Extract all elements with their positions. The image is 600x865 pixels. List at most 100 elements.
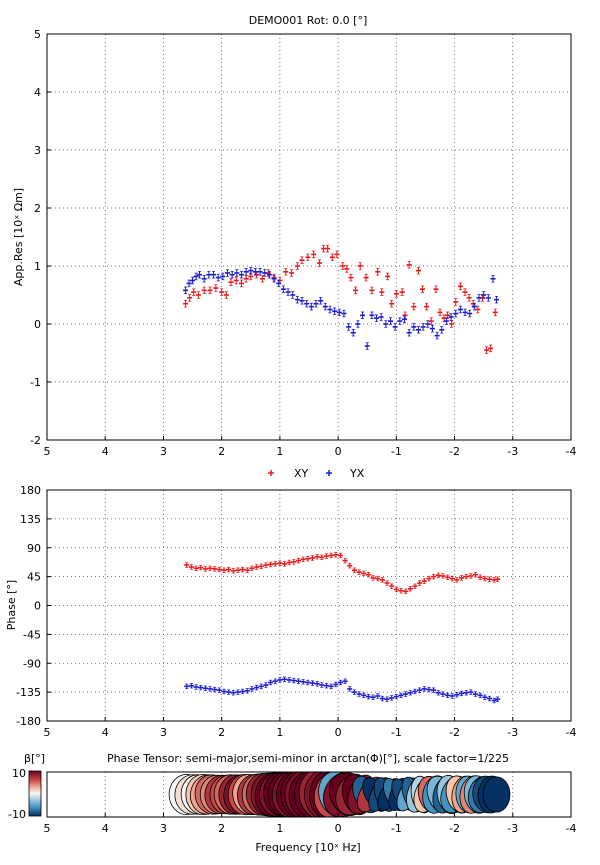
pt-colorbar-tick-max: 10	[12, 767, 26, 780]
data-point-xy	[473, 572, 479, 578]
x-axis-label: Frequency [10ˣ Hz]	[255, 841, 360, 854]
data-point-yx	[342, 678, 348, 684]
data-point-yx	[361, 692, 367, 699]
data-point-xy	[385, 272, 391, 281]
x-tick-label: 1	[276, 726, 283, 739]
data-point-xy	[219, 288, 225, 296]
res-axes-frame	[46, 33, 572, 441]
data-point-yx	[308, 302, 314, 311]
data-point-yx	[215, 273, 221, 282]
data-point-yx	[443, 317, 449, 325]
data-point-xy	[379, 288, 385, 296]
data-point-yx	[435, 690, 441, 696]
data-point-yx	[388, 317, 394, 325]
data-point-xy	[466, 294, 472, 302]
data-point-xy	[393, 586, 399, 593]
data-point-yx	[276, 279, 282, 288]
data-point-xy	[375, 268, 381, 276]
data-point-xy	[207, 565, 213, 571]
pt-ellipses	[168, 772, 511, 817]
data-point-xy	[347, 563, 353, 569]
y-tick-label: 4	[34, 86, 41, 99]
y-tick-label: -180	[16, 715, 41, 728]
data-point-yx	[431, 687, 437, 693]
data-point-yx	[216, 687, 222, 693]
data-point-yx	[379, 695, 385, 702]
figure-title: DEMO001 Rot: 0.0 [°]	[249, 14, 368, 27]
legend-xy-marker	[268, 470, 274, 476]
data-point-xy	[477, 574, 483, 580]
data-point-xy	[193, 565, 199, 571]
data-point-xy	[403, 588, 409, 595]
x-tick-label: 5	[44, 822, 51, 835]
data-point-yx	[486, 695, 492, 702]
data-point-xy	[488, 344, 494, 353]
data-point-xy	[283, 268, 289, 276]
data-point-xy	[258, 563, 264, 570]
x-tick-label: -2	[449, 822, 460, 835]
data-point-yx	[333, 681, 339, 688]
data-point-yx	[490, 275, 496, 283]
y-tick-label: -90	[23, 657, 41, 670]
y-tick-label: -135	[16, 686, 41, 699]
res-grid	[47, 34, 571, 440]
data-point-yx	[401, 315, 407, 324]
data-point-yx	[383, 320, 389, 328]
pt-axes-frame	[46, 771, 572, 818]
data-point-yx	[445, 692, 451, 699]
data-point-yx	[300, 679, 306, 685]
data-point-yx	[407, 690, 413, 696]
x-tick-label: -4	[566, 822, 577, 835]
data-point-xy	[201, 286, 207, 295]
data-point-yx	[266, 270, 272, 279]
data-point-yx	[313, 299, 319, 308]
data-point-yx	[336, 308, 342, 317]
data-point-xy	[195, 291, 201, 299]
y-tick-label: 90	[27, 542, 41, 555]
data-point-xy	[353, 286, 359, 295]
data-point-yx	[365, 693, 371, 700]
data-point-yx	[412, 688, 418, 695]
x-tick-label: 3	[160, 726, 167, 739]
data-point-xy	[311, 250, 317, 259]
data-point-xy	[340, 262, 346, 270]
data-point-xy	[357, 262, 363, 270]
data-point-yx	[272, 678, 278, 684]
data-point-yx	[263, 682, 269, 688]
data-point-yx	[477, 692, 483, 699]
data-point-xy	[282, 561, 288, 567]
data-point-yx	[493, 295, 499, 304]
data-point-yx	[183, 286, 189, 295]
data-point-xy	[411, 302, 417, 311]
data-point-yx	[481, 291, 487, 299]
data-point-yx	[271, 275, 277, 283]
data-point-yx	[457, 305, 463, 314]
y-tick-label: 5	[34, 28, 41, 41]
x-tick-label: 5	[44, 445, 51, 458]
data-point-xy	[291, 559, 297, 565]
phase-ylabel: Phase [°]	[5, 580, 18, 630]
data-point-xy	[412, 583, 418, 589]
data-point-yx	[370, 694, 376, 700]
phase-series-yx	[184, 676, 501, 704]
data-point-xy	[370, 575, 376, 581]
x-tick-label: -3	[507, 822, 518, 835]
data-point-xy	[305, 555, 311, 562]
data-point-yx	[495, 696, 501, 702]
x-tick-label: 2	[218, 726, 225, 739]
data-point-yx	[197, 270, 203, 279]
data-point-xy	[309, 555, 315, 561]
data-point-xy	[299, 256, 305, 264]
x-tick-label: -1	[391, 822, 402, 835]
data-point-xy	[424, 302, 430, 311]
data-point-xy	[399, 288, 405, 296]
data-point-yx	[468, 689, 474, 695]
data-point-yx	[369, 311, 375, 320]
data-point-yx	[439, 326, 445, 334]
data-point-yx	[277, 677, 283, 683]
data-point-yx	[290, 291, 296, 299]
data-point-yx	[471, 302, 477, 311]
data-point-yx	[351, 689, 357, 695]
data-point-yx	[184, 683, 190, 690]
